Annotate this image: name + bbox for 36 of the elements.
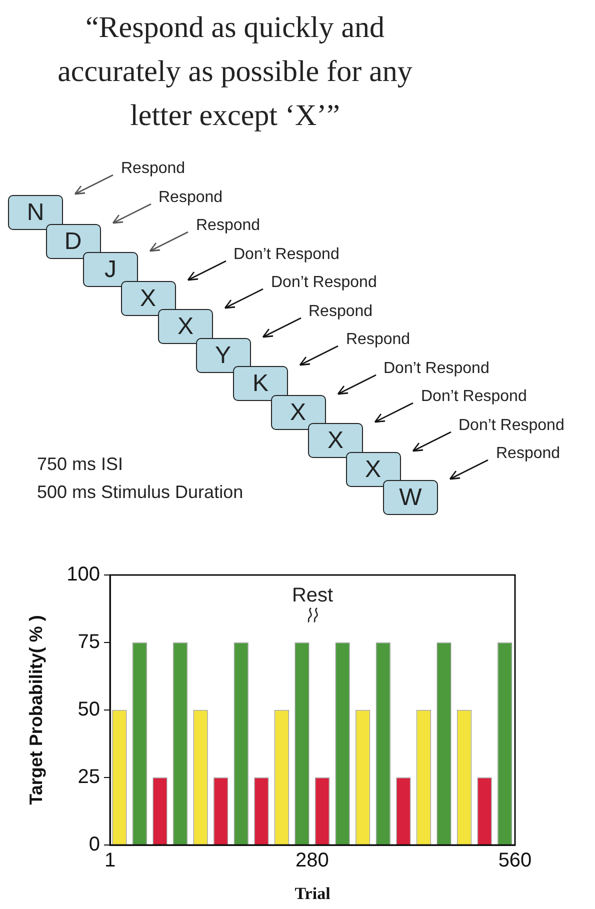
letter-card: X — [270, 394, 326, 430]
y-tick-label: 75 — [78, 631, 100, 654]
text: 500 ms Stimulus Duration — [37, 482, 244, 503]
text: Don’t Respond — [384, 360, 490, 378]
letter-card: X — [120, 280, 176, 316]
x-tick-label: 560 — [498, 850, 532, 872]
letter-card: X — [346, 452, 400, 486]
letter-card: K — [233, 366, 288, 401]
letter-card: J — [83, 252, 138, 287]
chart-title: “Respond as quickly and accurately as possible for any letter except ‘X’” — [56, 10, 414, 134]
x-tick-label: 1 — [104, 850, 116, 872]
x-axis-title: Trial — [294, 884, 331, 904]
text: Respond — [196, 217, 260, 235]
letter-card: W — [383, 480, 438, 515]
text: Don’t Respond — [234, 246, 340, 264]
y-tick-label: 50 — [78, 698, 100, 721]
text: Respond — [346, 331, 410, 349]
text: Don’t Respond — [271, 274, 377, 292]
letter-card: N — [8, 195, 63, 230]
annotation: Rest — [292, 584, 334, 607]
text: Respond — [158, 188, 223, 206]
letter-card: Y — [196, 338, 250, 372]
text: 750 ms ISI — [37, 454, 124, 475]
text: Respond — [496, 445, 560, 463]
x-tick-label: 280 — [295, 850, 329, 872]
y-axis-title: Target Probability( % ) — [26, 615, 46, 805]
y-tick-label: 0 — [88, 834, 100, 856]
letter-card: X — [158, 309, 213, 344]
text: Don’t Respond — [421, 388, 527, 406]
letter-card: D — [46, 224, 100, 258]
y-tick-label: 25 — [78, 766, 100, 788]
text: Respond — [121, 160, 186, 178]
text: Don’t Respond — [458, 416, 564, 434]
y-tick-label: 100 — [66, 564, 100, 586]
letter-card: X — [308, 423, 363, 458]
text: Respond — [308, 302, 373, 320]
